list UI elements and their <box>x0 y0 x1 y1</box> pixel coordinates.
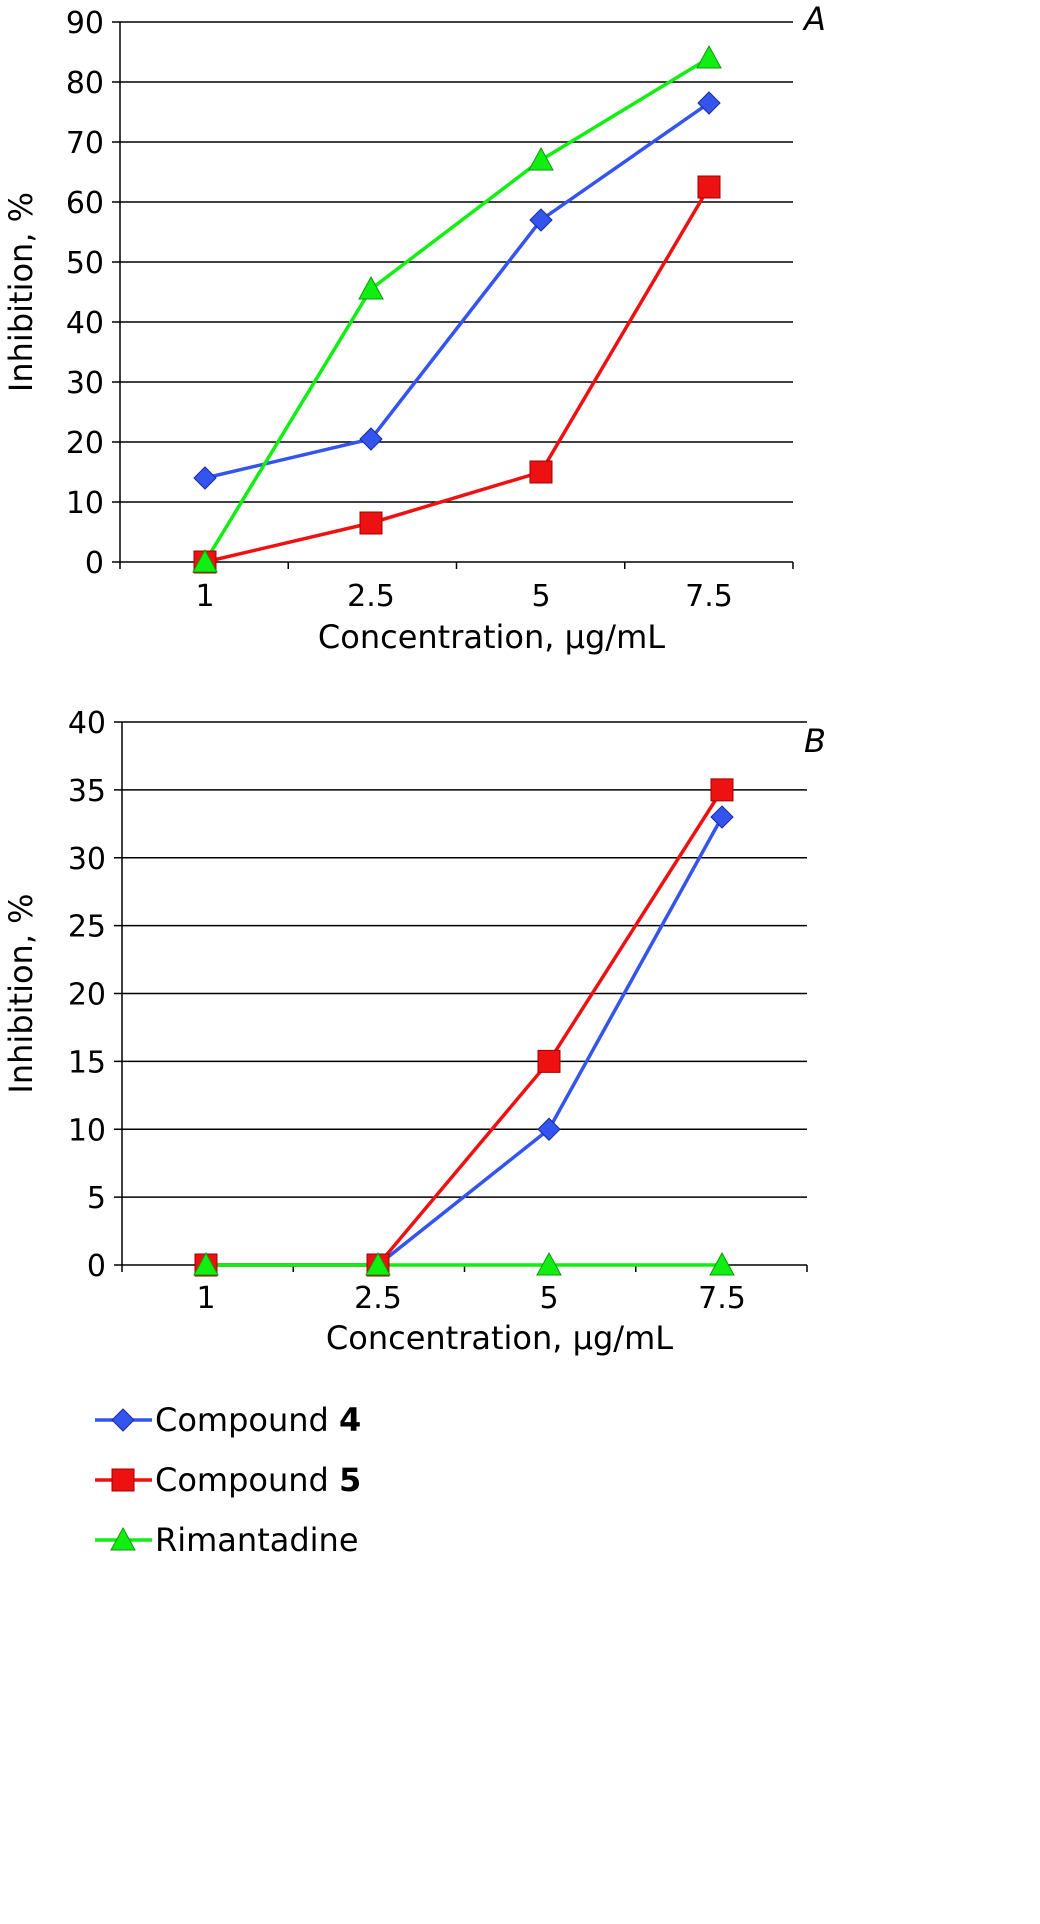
series-line-compound-4 <box>204 101 711 480</box>
legend-marker <box>111 1408 135 1432</box>
legend-label: Compound 5 <box>155 1461 361 1499</box>
y-tick-label-10: 10 <box>68 1113 106 1148</box>
data-point-rimantadine-5 <box>528 146 554 171</box>
chart-panel-a: 0 10 20 30 40 50 60 70 80 90 1 2.5 5 7.5 Concentration… <box>2 0 826 656</box>
data-point-rimantadine-2-5 <box>358 275 384 300</box>
y-tick-label-40: 40 <box>66 306 104 341</box>
data-point-compound-5-5 <box>529 460 553 484</box>
y-tick-label-40: 40 <box>68 706 106 741</box>
y-tick-label-70: 70 <box>66 126 104 161</box>
y-tick-label-90: 90 <box>66 6 104 41</box>
x-tick-label-1: 1 <box>196 1281 215 1316</box>
y-tick-label-50: 50 <box>66 246 104 281</box>
legend-label: Rimantadine <box>155 1521 359 1559</box>
panel-label: B <box>804 722 826 760</box>
legend-item-rimantadine: Rimantadine <box>95 1521 359 1559</box>
y-tick-label-30: 30 <box>66 366 104 401</box>
panel-label: A <box>802 0 826 38</box>
data-point-compound-4-5 <box>529 208 553 232</box>
legend-item-compound-5: Compound 5 <box>95 1461 361 1499</box>
x-tick-label-5: 5 <box>531 579 550 614</box>
data-point-compound-5-5 <box>537 1049 561 1073</box>
y-axis-label: Inhibition, % <box>2 192 40 392</box>
data-point-compound-4-7-5 <box>710 805 734 829</box>
x-tick-label-1: 1 <box>195 579 214 614</box>
data-point-compound-4-2-5 <box>359 427 383 451</box>
y-tick-label-0: 0 <box>85 546 104 581</box>
data-point-rimantadine-1 <box>192 548 218 573</box>
x-axis-label: Concentration, µg/mL <box>318 618 665 656</box>
series-line-compound-5 <box>206 788 724 1267</box>
x-tick-label-2-5: 2.5 <box>347 579 395 614</box>
data-point-rimantadine-7-5 <box>709 1251 735 1276</box>
legend-label-text: Rimantadine <box>155 1521 359 1559</box>
data-point-compound-5-7-5 <box>710 778 734 802</box>
y-tick-label-80: 80 <box>66 66 104 101</box>
data-point-compound-4-1 <box>193 466 217 490</box>
series-line-rimantadine <box>203 56 710 563</box>
data-point-compound-5-2-5 <box>359 511 383 535</box>
data-point-rimantadine-5 <box>536 1251 562 1276</box>
data-point-compound-5-7-5 <box>697 175 721 199</box>
y-axis-label: Inhibition, % <box>2 893 40 1093</box>
y-tick-label-0: 0 <box>87 1249 106 1284</box>
series-line-compound-5 <box>204 186 711 564</box>
x-axis-label: Concentration, µg/mL <box>326 1319 673 1357</box>
data-point-compound-4-7-5 <box>697 91 721 115</box>
data-point-rimantadine-1 <box>193 1251 219 1276</box>
y-tick-label-20: 20 <box>66 426 104 461</box>
x-tick-label-5: 5 <box>539 1281 558 1316</box>
legend-label-text: Compound <box>155 1461 339 1499</box>
legend-item-compound-4: Compound 4 <box>95 1401 361 1439</box>
y-tick-label-5: 5 <box>87 1181 106 1216</box>
y-tick-label-15: 15 <box>68 1045 106 1080</box>
y-tick-label-10: 10 <box>66 486 104 521</box>
y-tick-label-60: 60 <box>66 186 104 221</box>
y-tick-label-30: 30 <box>68 842 106 877</box>
y-tick-label-25: 25 <box>68 910 106 945</box>
legend-marker <box>111 1468 135 1492</box>
y-tick-label-35: 35 <box>68 774 106 809</box>
x-tick-label-7-5: 7.5 <box>685 579 733 614</box>
data-point-rimantadine-2-5 <box>365 1251 391 1276</box>
legend-label-bold: 4 <box>339 1401 361 1439</box>
legend-label-text: Compound <box>155 1401 339 1439</box>
data-point-rimantadine-7-5 <box>696 44 722 69</box>
y-tick-label-20: 20 <box>68 978 106 1013</box>
chart-panel-b: 0 5 10 15 20 25 30 35 40 1 2.5 5 7.5 Concentration, µ… <box>2 706 826 1357</box>
data-point-compound-4-5 <box>537 1117 561 1141</box>
legend-label: Compound 4 <box>155 1401 361 1439</box>
x-tick-label-7-5: 7.5 <box>698 1281 746 1316</box>
legend-label-bold: 5 <box>339 1461 361 1499</box>
x-tick-label-2-5: 2.5 <box>354 1281 402 1316</box>
legend-marker <box>110 1526 136 1551</box>
